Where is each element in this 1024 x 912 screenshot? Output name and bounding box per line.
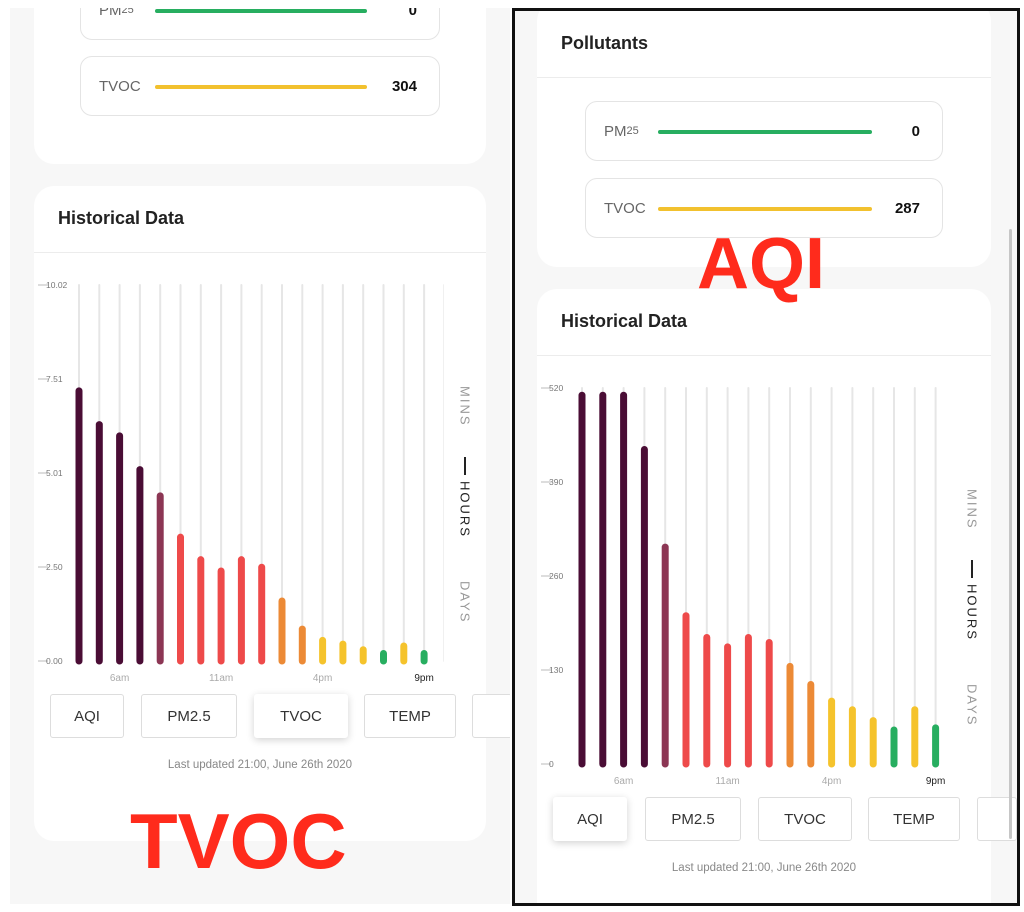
y-tick-label: 2.50	[46, 562, 63, 572]
tab-tvoc[interactable]: TVOC	[758, 797, 852, 841]
pollutant-value: 0	[408, 8, 417, 19]
toggle-selected-indicator	[464, 456, 466, 475]
pollutant-level-bar	[155, 9, 367, 13]
pollutants-card: Pollutants PM 25 0 TVOC 287	[537, 11, 991, 267]
pollutant-level-bar	[155, 85, 367, 89]
toggle-hours[interactable]: HOURS	[964, 583, 980, 641]
toggle-days[interactable]: DAYS	[457, 581, 473, 624]
right-screenshot-panel: Pollutants PM 25 0 TVOC 287 Historical Da…	[512, 8, 1020, 906]
x-axis-label: 11am	[209, 673, 233, 684]
overlay-label-tvoc: TVOC	[130, 797, 347, 885]
y-tick-label: 7.51	[46, 374, 63, 384]
pollutant-value: 304	[391, 77, 417, 95]
tab-more[interactable]	[472, 694, 510, 738]
toggle-hours[interactable]: HOURS	[457, 480, 473, 538]
last-updated-text: Last updated 21:00, June 26th 2020	[671, 862, 857, 874]
pollutant-label: PM 25	[99, 8, 134, 19]
pollutant-value: 0	[911, 122, 920, 140]
toggle-days[interactable]: DAYS	[964, 684, 980, 727]
left-screenshot-panel: PM 25 0 TVOC 304 Historical Data 0.00 2.50…	[10, 8, 510, 904]
historical-data-title: Historical Data	[58, 208, 185, 228]
pollutant-label: TVOC	[604, 199, 646, 217]
pollutant-row-pm25: PM 25 0	[80, 8, 440, 40]
tab-temp[interactable]: TEMP	[868, 797, 960, 841]
pollutants-card: PM 25 0 TVOC 304	[34, 8, 486, 164]
y-tick-label: 390	[549, 477, 563, 487]
overlay-label-aqi: AQI	[697, 224, 826, 304]
tab-temp[interactable]: TEMP	[364, 694, 456, 738]
tab-tvoc[interactable]: TVOC	[254, 694, 348, 738]
pollutant-level-bar	[658, 130, 872, 134]
y-tick-label: 10.02	[46, 280, 68, 290]
historical-data-title: Historical Data	[561, 311, 688, 331]
toggle-mins[interactable]: MINS	[964, 489, 980, 530]
pollutant-label: PM 25	[604, 122, 639, 140]
pollutant-value: 287	[894, 199, 920, 217]
card-divider	[537, 77, 991, 78]
pollutant-row-tvoc: TVOC 304	[80, 56, 440, 116]
y-tick-label: 260	[549, 571, 563, 581]
tvoc-bar-chart: 0.00 2.50 5.01 7.51 10.02 6am 11am 4pm 9pm	[38, 280, 444, 684]
time-range-toggle: MINS HOURS DAYS	[450, 386, 480, 624]
scrollbar[interactable]	[1009, 229, 1012, 839]
y-tick-label: 130	[549, 665, 563, 675]
tab-aqi[interactable]: AQI	[50, 694, 124, 738]
toggle-selected-indicator	[971, 559, 973, 578]
x-axis-label: 9pm	[414, 673, 433, 684]
x-axis-label: 4pm	[313, 673, 332, 684]
x-axis-label: 9pm	[926, 776, 945, 787]
x-axis-label: 6am	[110, 673, 129, 684]
tab-aqi[interactable]: AQI	[553, 797, 627, 841]
pollutant-label: TVOC	[99, 77, 141, 95]
last-updated-text: Last updated 21:00, June 26th 2020	[167, 759, 353, 771]
historical-data-card: Historical Data 0.00 2.50 5.01 7.51 10.02 6am…	[34, 186, 510, 841]
y-tick-label: 0.00	[46, 656, 63, 666]
tab-pm25[interactable]: PM2.5	[141, 694, 237, 738]
pollutant-level-bar	[658, 207, 872, 211]
y-tick-label: 5.01	[46, 468, 63, 478]
card-divider	[34, 252, 486, 253]
pollutants-title: Pollutants	[561, 33, 649, 53]
y-tick-label: 0	[549, 759, 554, 769]
x-axis-label: 11am	[715, 776, 739, 787]
time-range-toggle: MINS HOURS DAYS	[957, 489, 987, 727]
toggle-mins[interactable]: MINS	[457, 386, 473, 427]
aqi-bar-chart: 0 130 260 390 520 6am 11am 4pm 9pm	[541, 383, 945, 787]
x-axis-label: 4pm	[822, 776, 841, 787]
historical-data-card: Historical Data 0 130 260 390 520 6am 11am 4pm 9…	[537, 289, 1017, 903]
tab-pm25[interactable]: PM2.5	[645, 797, 741, 841]
pollutant-row-pm25: PM 25 0	[585, 101, 943, 161]
pollutant-row-tvoc: TVOC 287	[585, 178, 943, 238]
card-divider	[537, 355, 991, 356]
y-tick-label: 520	[549, 383, 563, 393]
x-axis-label: 6am	[614, 776, 633, 787]
